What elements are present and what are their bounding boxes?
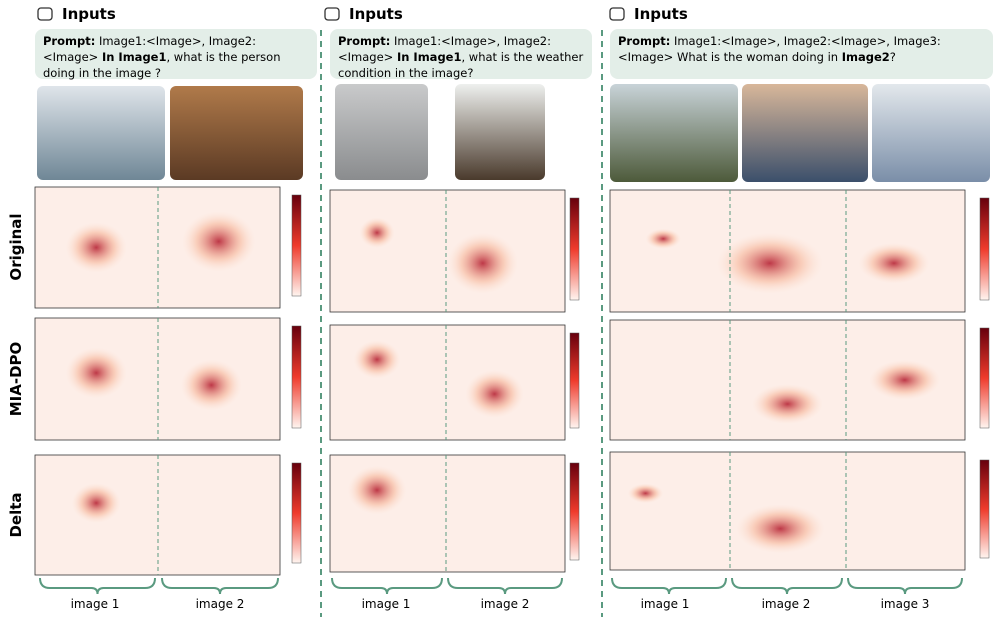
heatmap-hotspot [359, 217, 394, 248]
prompt: Prompt: Image1:<Image>, Image2:<Image> I… [330, 29, 592, 79]
colorbar [292, 326, 301, 428]
colorbar [570, 333, 579, 428]
colorbar [292, 463, 301, 563]
heatmap-hotspot [465, 370, 524, 418]
prompt-text: Prompt: [43, 34, 95, 48]
prompt-text: Prompt: [618, 34, 670, 48]
image-label: image 2 [196, 597, 245, 611]
colorbar [980, 198, 989, 300]
heatmap-hotspot [181, 360, 242, 411]
image-label: image 1 [362, 597, 411, 611]
heatmap-hotspot [448, 233, 519, 294]
brace [612, 578, 726, 594]
chat-icon [610, 8, 624, 20]
image-label: image 2 [481, 597, 530, 611]
chat-icon [38, 8, 52, 20]
input-image [455, 84, 545, 180]
prompt-text: ? [890, 50, 896, 64]
heatmap-hotspot [752, 384, 823, 424]
image-label: image 2 [762, 597, 811, 611]
image-label: image 1 [641, 597, 690, 611]
input-image [170, 86, 303, 180]
colorbar [292, 195, 301, 296]
heatmap [330, 325, 565, 440]
heatmap-hotspot [66, 347, 127, 398]
section-header: Inputs [62, 5, 116, 23]
section-header: Inputs [634, 5, 688, 23]
input-image [37, 86, 165, 180]
chat-icon [325, 8, 339, 20]
heatmap-hotspot [646, 229, 682, 249]
colorbar [570, 198, 579, 300]
heatmap-hotspot [182, 211, 256, 272]
row-label: Delta [7, 492, 25, 537]
image-label: image 1 [71, 597, 120, 611]
section-header: Inputs [349, 5, 403, 23]
brace [732, 578, 842, 594]
brace [332, 578, 442, 594]
prompt-text: In Image1 [397, 50, 462, 64]
heatmap-hotspot [72, 483, 121, 523]
row-label: MIA-DPO [7, 342, 25, 417]
prompt-text: In Image1 [102, 50, 167, 64]
figure-graphics [0, 0, 993, 617]
brace [40, 578, 155, 594]
heatmap [330, 190, 565, 312]
brace [162, 578, 278, 594]
brace [848, 578, 962, 594]
figure: Inputs Prompt: Image1:<Image>, Image2:<Im… [0, 0, 993, 617]
prompt: Prompt: Image1:<Image>, Image2:<Image>, … [610, 29, 993, 79]
heatmap-hotspot [717, 233, 824, 294]
row-label: Original [7, 213, 25, 280]
colorbar [980, 328, 989, 428]
heatmap-hotspot [628, 483, 664, 503]
brace [448, 578, 562, 594]
image-label: image 3 [881, 597, 930, 611]
heatmap-hotspot [736, 504, 825, 553]
prompt-text: Image2 [842, 50, 890, 64]
input-image [335, 84, 428, 180]
prompt-text: Prompt: [338, 34, 390, 48]
colorbar [980, 460, 989, 558]
prompt: Prompt: Image1:<Image>, Image2:<Image> I… [35, 29, 317, 79]
input-image [742, 84, 868, 182]
heatmap-hotspot [354, 340, 401, 378]
heatmap-hotspot [859, 243, 930, 284]
heatmap-hotspot [66, 222, 127, 272]
heatmap-hotspot [869, 360, 940, 400]
input-image [872, 84, 990, 182]
heatmap-hotspot [348, 466, 407, 515]
input-image [610, 84, 738, 182]
colorbar [570, 463, 579, 560]
